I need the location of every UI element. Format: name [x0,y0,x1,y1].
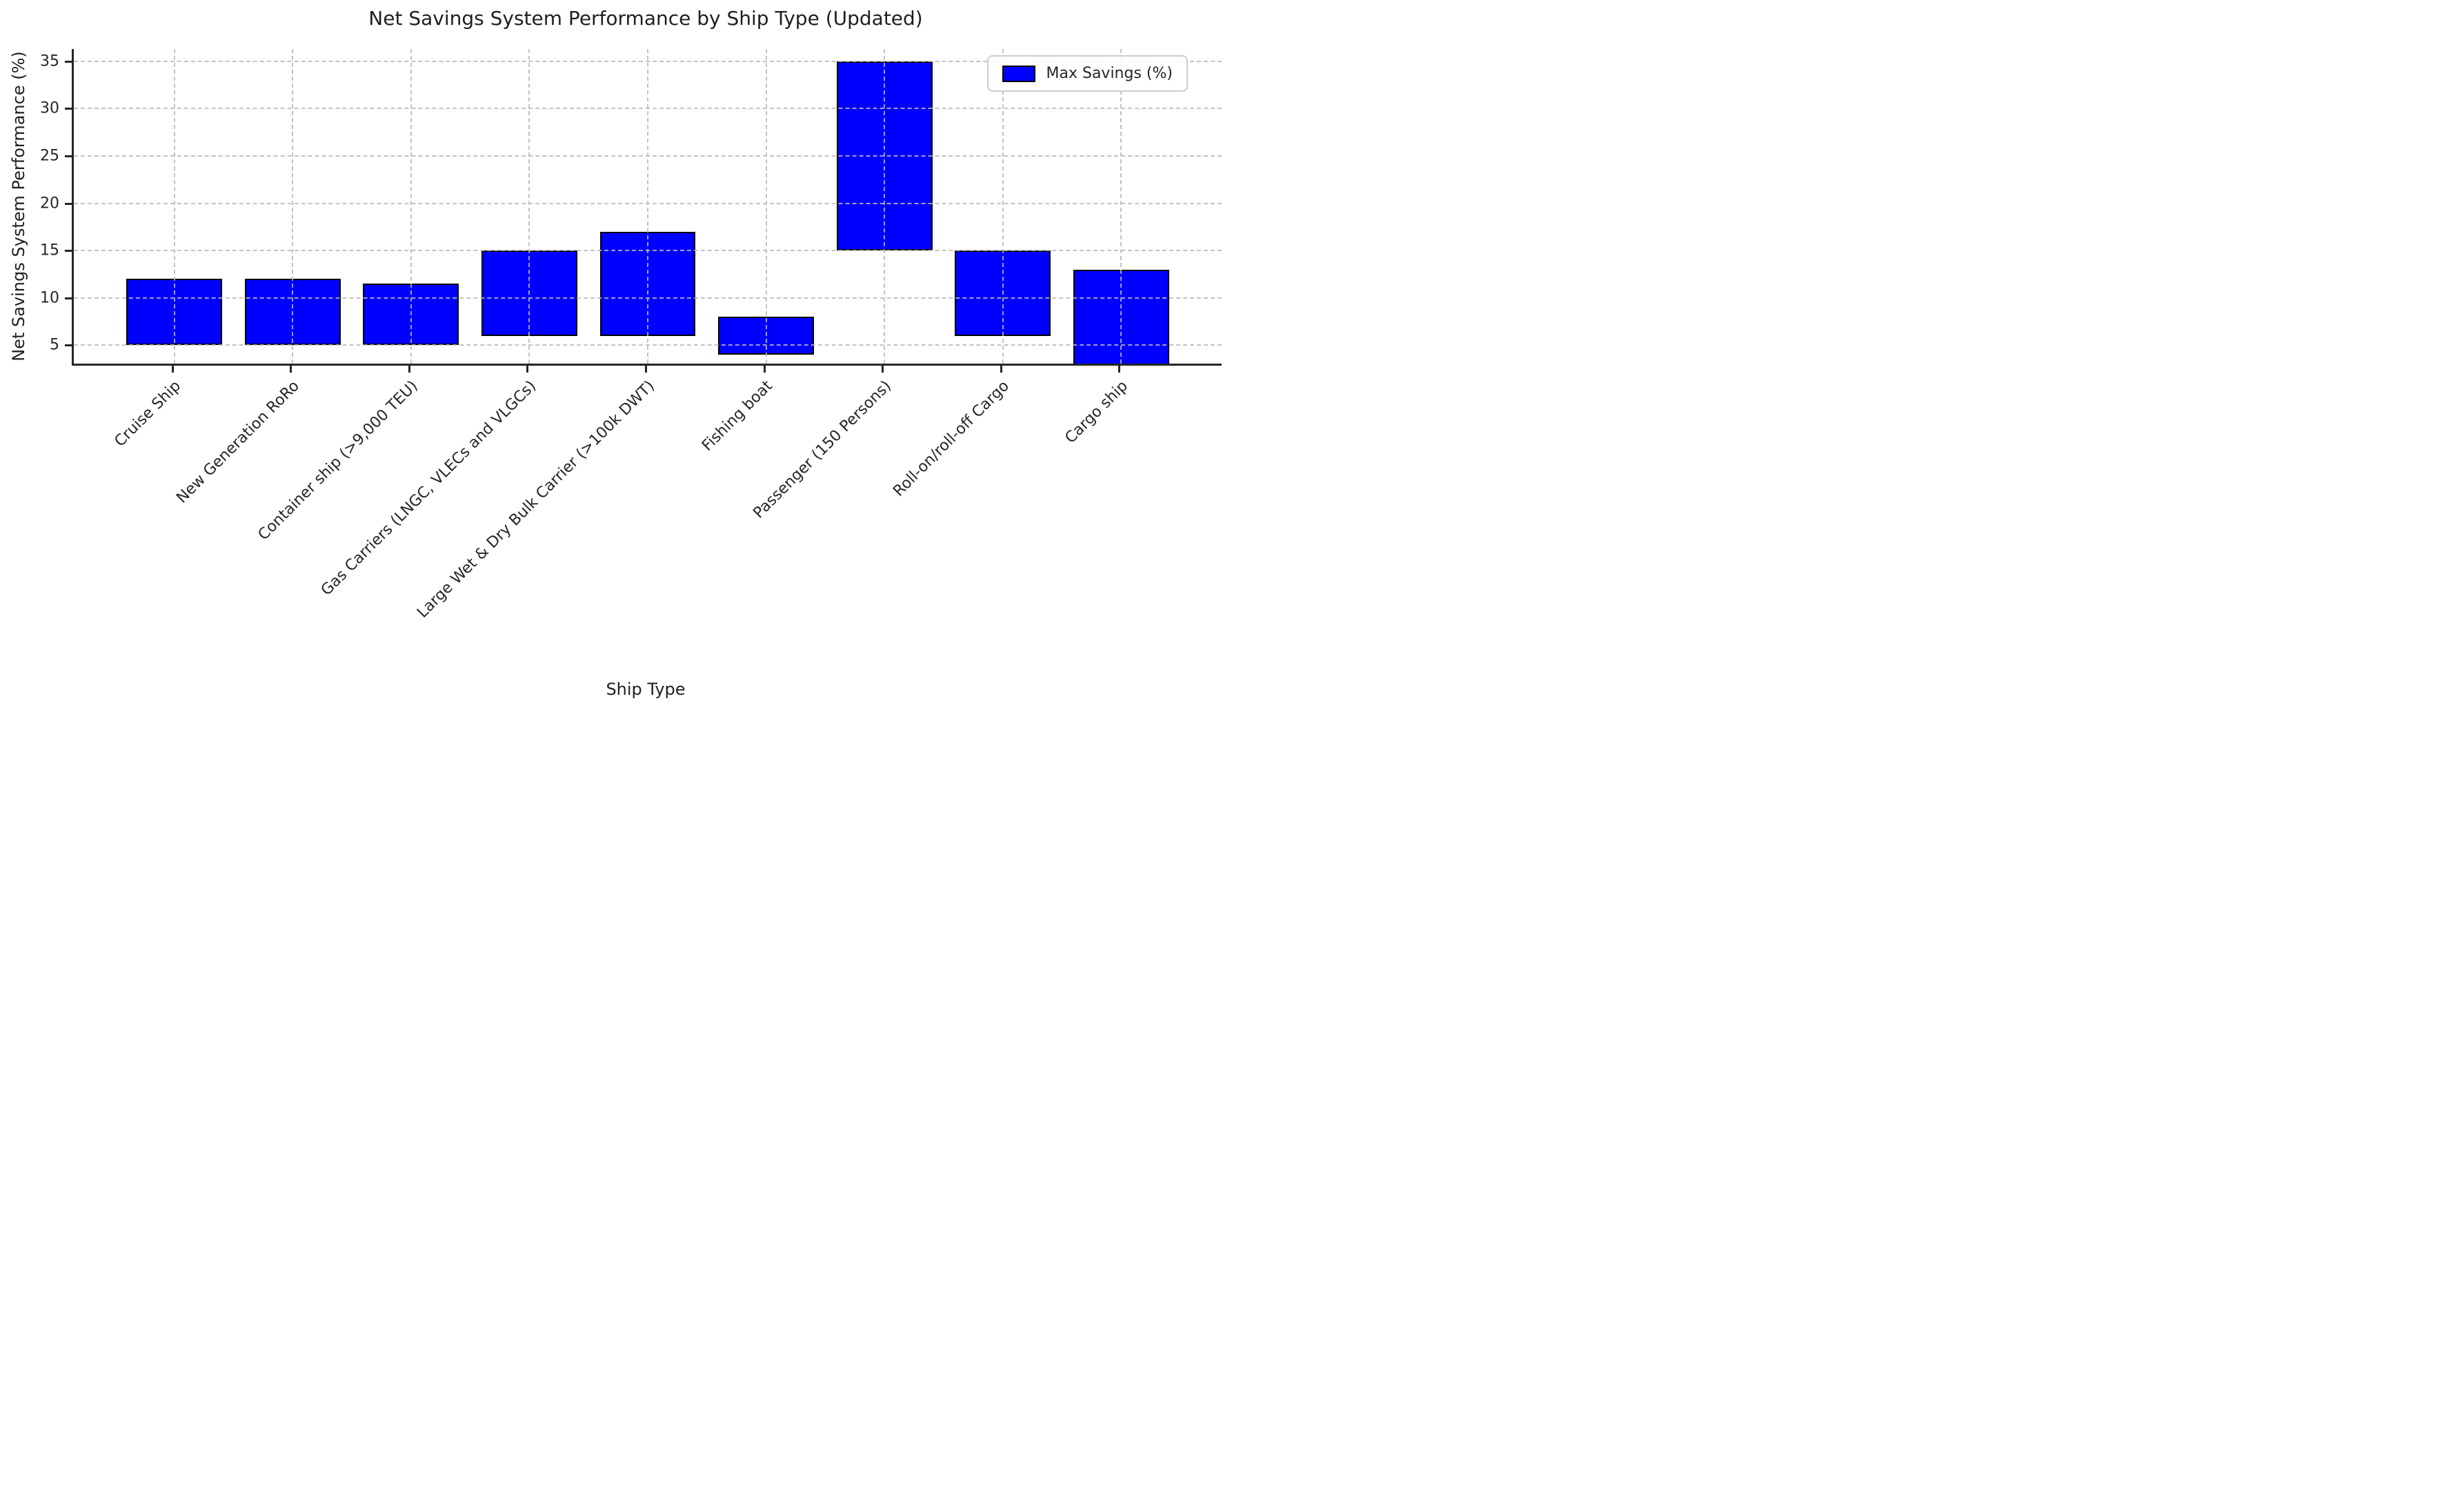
xtick-mark-5 [763,366,766,373]
gridline-x-4 [647,49,648,364]
xtick-mark-1 [290,366,292,373]
ytick-label-25: 25 [40,147,59,165]
ytick-label-15: 15 [40,241,59,259]
ytick-label-20: 20 [40,195,59,213]
xtick-label-8: Cargo ship [1062,377,1131,447]
ytick-mark-30 [65,108,72,110]
xtick-mark-8 [1118,366,1121,373]
ytick-label-30: 30 [40,99,59,117]
xtick-label-0: Cruise Ship [111,377,185,451]
ytick-label-35: 35 [40,52,59,70]
legend-label: Max Savings (%) [1046,65,1173,82]
gridline-x-2 [410,49,412,364]
xtick-mark-2 [408,366,410,373]
xtick-label-6: Passenger (150 Persons) [750,377,895,522]
gridline-x-8 [1120,49,1122,364]
ytick-mark-15 [65,250,72,253]
xtick-mark-7 [1000,366,1002,373]
ytick-mark-20 [65,202,72,205]
legend: Max Savings (%) [986,55,1188,92]
x-axis-label: Ship Type [606,680,686,699]
ytick-mark-35 [65,60,72,63]
ytick-mark-25 [65,155,72,157]
ytick-label-5: 5 [50,336,59,354]
ytick-mark-10 [65,297,72,299]
plot-area [72,49,1222,366]
legend-swatch-icon [1002,65,1035,82]
ytick-label-10: 10 [40,289,59,307]
chart-title: Net Savings System Performance by Ship T… [368,7,923,30]
xtick-mark-6 [882,366,884,373]
xtick-label-5: Fishing boat [699,377,777,455]
xtick-mark-0 [171,366,174,373]
xtick-mark-4 [645,366,647,373]
xtick-label-7: Roll-on/roll-off Cargo [890,377,1013,500]
gridline-x-6 [884,49,886,364]
gridline-x-0 [173,49,175,364]
gridline-x-5 [765,49,767,364]
gridline-x-7 [1002,49,1004,364]
xtick-label-3: Gas Carriers (LNGC, VLECs and VLGCs) [317,377,540,600]
xtick-mark-3 [526,366,529,373]
gridline-x-1 [292,49,294,364]
bar-chart-figure: Net Savings System Performance by Ship T… [0,0,1232,745]
xtick-label-1: New Generation RoRo [173,377,304,507]
ytick-mark-5 [65,344,72,347]
gridline-x-3 [528,49,530,364]
xtick-label-4: Large Wet & Dry Bulk Carrier (>100k DWT) [413,377,658,622]
